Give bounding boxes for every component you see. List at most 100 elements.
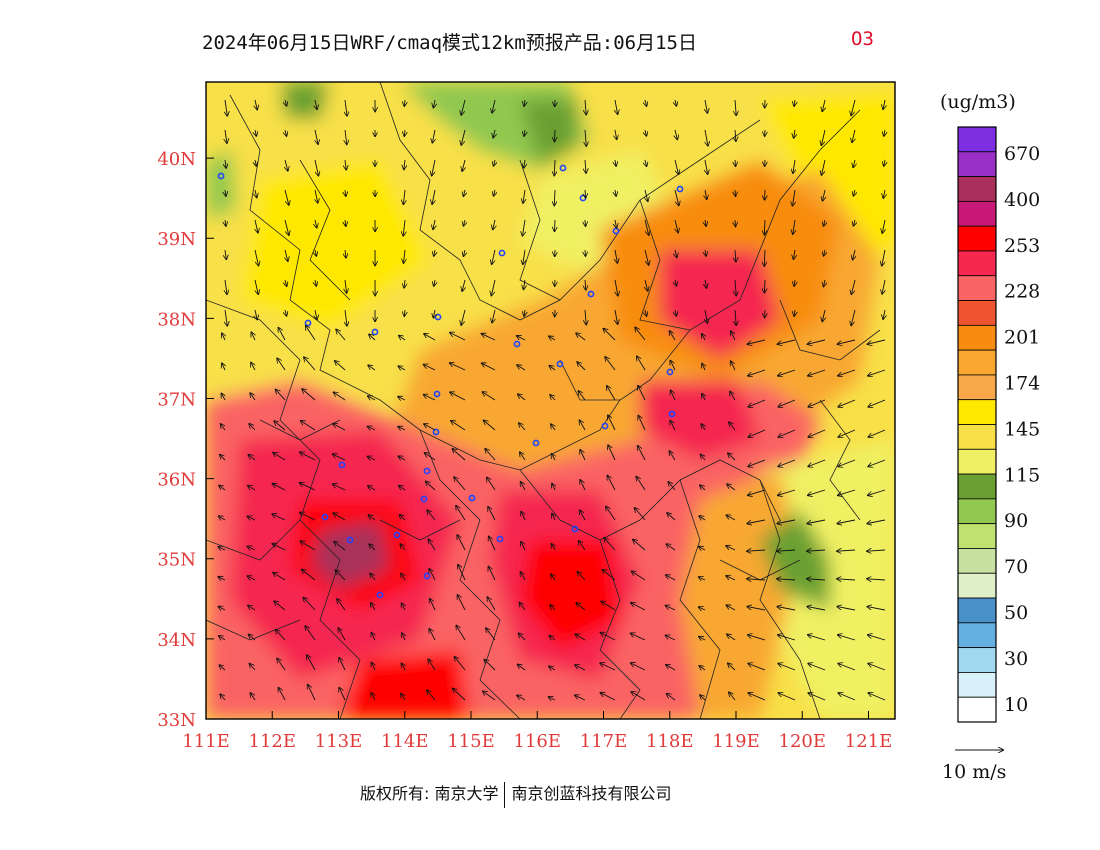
wind-vector — [333, 513, 346, 521]
wind-vector — [705, 309, 707, 323]
wind-vector — [667, 694, 676, 701]
lat-tick-label: 38N — [157, 309, 196, 330]
wind-vector — [705, 279, 707, 288]
wind-vector — [336, 330, 346, 341]
wind-vector — [225, 219, 226, 226]
wind-vector — [482, 392, 496, 401]
wind-vector — [399, 336, 406, 340]
wind-vector — [222, 333, 225, 341]
lon-tick-label: 115E — [447, 731, 495, 752]
wind-vector — [284, 189, 289, 205]
wind-vector — [777, 607, 796, 611]
legend-label: 228 — [1004, 281, 1040, 303]
wind-vector — [645, 99, 647, 106]
wind-vector — [551, 424, 555, 431]
wind-vector — [748, 369, 766, 376]
wind-vector — [285, 249, 288, 261]
wind-vector — [700, 485, 706, 491]
wind-vector — [837, 550, 856, 551]
wind-vector — [778, 489, 796, 495]
wind-vector — [428, 659, 436, 671]
wind-vector — [284, 219, 289, 235]
legend-swatch — [957, 349, 997, 376]
wind-vector — [278, 688, 286, 701]
wind-vector — [517, 336, 526, 341]
wind-vector — [219, 665, 226, 671]
wind-vector — [254, 249, 259, 266]
wind-vector — [371, 603, 375, 611]
wind-vector — [777, 579, 796, 580]
wind-vector — [554, 189, 555, 205]
wind-vector — [882, 279, 885, 294]
wind-vector — [453, 689, 466, 701]
wind-vector — [456, 506, 466, 521]
wind-vector — [747, 519, 766, 524]
wind-vector — [314, 159, 318, 176]
wind-vector — [489, 537, 496, 551]
wind-vector — [368, 396, 376, 400]
wind-vector — [748, 339, 766, 344]
wind-vector — [867, 607, 886, 611]
wind-vector — [884, 129, 885, 136]
wind-vector — [401, 694, 405, 701]
wind-vector — [726, 546, 736, 551]
wind-vector — [822, 159, 826, 175]
legend-swatch — [957, 696, 997, 723]
wind-vector — [430, 599, 436, 611]
wind-vector — [730, 392, 736, 401]
wind-vector — [674, 189, 679, 205]
wind-vector — [699, 637, 706, 640]
wind-vector — [601, 601, 616, 611]
wind-vector — [521, 482, 526, 491]
wind-vector — [748, 635, 766, 641]
wind-vector — [883, 189, 885, 198]
wind-vector — [402, 663, 406, 671]
wind-vector — [884, 159, 885, 166]
wind-vector — [726, 515, 736, 521]
wind-vector — [220, 455, 226, 461]
wind-vector — [426, 482, 436, 491]
wind-vector — [315, 99, 317, 109]
map-frame — [205, 81, 896, 720]
wind-vector — [518, 665, 526, 671]
wind-vector — [368, 486, 376, 490]
wind-vector — [461, 309, 466, 325]
wind-vector — [636, 477, 646, 491]
wind-vector — [403, 189, 405, 204]
wind-vector — [607, 476, 616, 491]
wind-vector — [520, 603, 526, 611]
wind-vector — [219, 636, 226, 640]
wind-vector — [578, 391, 586, 401]
wind-vector — [735, 99, 736, 115]
wind-vector — [255, 309, 257, 319]
legend-label: 201 — [1004, 327, 1040, 349]
wind-vector — [577, 362, 586, 371]
wind-vector — [748, 489, 766, 495]
wind-vector — [837, 519, 856, 524]
wind-vector — [867, 579, 886, 580]
wind-vector — [450, 392, 466, 401]
wind-vector — [285, 159, 288, 171]
wind-vector — [285, 279, 287, 286]
wind-vector — [882, 219, 885, 233]
footer-separator — [504, 781, 506, 808]
wind-vector — [494, 159, 495, 166]
wind-vector — [485, 449, 496, 461]
wind-vector — [838, 664, 856, 671]
wind-vector — [705, 249, 706, 256]
wind-vector — [632, 571, 646, 581]
lon-tick-label: 120E — [779, 731, 827, 752]
wind-vector — [585, 249, 586, 256]
wind-vector — [402, 633, 405, 641]
wind-vector — [666, 635, 676, 641]
wind-vector — [484, 420, 496, 431]
legend-swatch — [957, 225, 997, 252]
wind-vector — [585, 189, 586, 198]
wind-vector — [727, 634, 736, 641]
wind-vector — [777, 519, 796, 524]
wind-vector — [699, 547, 706, 550]
wind-vector — [225, 249, 226, 259]
wind-vector — [345, 99, 347, 116]
wind-vector — [255, 189, 257, 198]
boundaries — [206, 82, 881, 719]
